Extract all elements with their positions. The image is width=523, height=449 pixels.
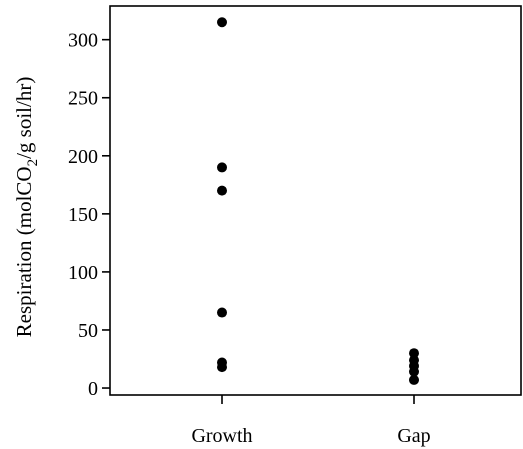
- y-tick-label: 100: [68, 262, 98, 284]
- x-tick-label-growth: Growth: [191, 425, 252, 447]
- data-point-growth: [217, 307, 227, 318]
- data-point-growth: [217, 185, 227, 196]
- y-axis-title-subscript: 2: [25, 159, 41, 167]
- data-point-growth: [217, 362, 227, 373]
- y-tick-label: 50: [78, 320, 98, 342]
- data-point-gap: [409, 374, 419, 385]
- y-tick-label: 200: [68, 146, 98, 168]
- y-axis: 0 50 100 150 200 250 300: [68, 30, 110, 400]
- x-tick-label-gap: Gap: [397, 425, 430, 447]
- y-tick-label: 300: [68, 30, 98, 52]
- plot-frame: [109, 5, 522, 396]
- data-points: [217, 17, 419, 385]
- y-axis-title-prefix: Respiration (molCO: [12, 166, 36, 337]
- y-tick-label: 150: [68, 204, 98, 226]
- y-tick-label: 0: [88, 378, 98, 400]
- data-point-gap: [409, 366, 419, 377]
- y-tick-label: 250: [68, 88, 98, 110]
- data-point-growth: [217, 162, 227, 173]
- x-axis: Growth Gap: [191, 395, 431, 447]
- y-axis-title: Respiration (molCO2/g soil/hr): [12, 77, 41, 338]
- data-point-growth: [217, 17, 227, 28]
- data-point-gap: [409, 348, 419, 359]
- y-axis-title-suffix: /g soil/hr): [12, 77, 36, 159]
